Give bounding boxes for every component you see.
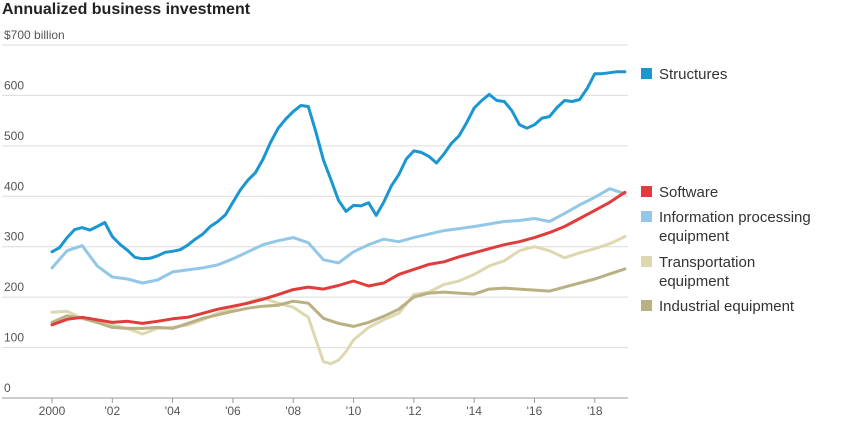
legend-swatch (641, 256, 652, 267)
x-tick-label: '14 (466, 404, 482, 418)
y-tick-label: 300 (4, 230, 24, 244)
y-tick-label: 100 (4, 331, 24, 345)
legend-swatch (641, 186, 652, 197)
x-tick-label: '08 (285, 404, 301, 418)
y-tick-label: 600 (4, 78, 24, 92)
x-tick-label: '18 (587, 404, 603, 418)
x-tick-label: '02 (104, 404, 120, 418)
legend-label: Software (659, 184, 718, 201)
y-tick-label: $700 billion (4, 28, 65, 42)
legend-label: Structures (659, 66, 727, 83)
x-tick-label: '04 (165, 404, 181, 418)
legend: Structures Software Information processing… (641, 66, 811, 315)
x-tick-label: 2000 (39, 404, 66, 418)
x-tick-label: '16 (527, 404, 543, 418)
x-tick-label: '06 (225, 404, 241, 418)
y-tick-label: 0 (4, 381, 11, 395)
legend-label: Industrial equipment (659, 298, 795, 315)
x-tick-label: '12 (406, 404, 422, 418)
legend-swatch (641, 300, 652, 311)
series-line-structures (50, 70, 627, 261)
grid-lines (2, 44, 628, 399)
series-line-software (50, 190, 627, 327)
series-line-information-processing-equipment (50, 187, 627, 285)
series-lines (50, 70, 627, 366)
legend-label: Information processing equipment (659, 209, 811, 245)
legend-swatch (641, 211, 652, 222)
x-tick-label: '10 (346, 404, 362, 418)
y-axis-ticks: 0 100 200 300 400 500 600 $700 billion (4, 28, 65, 395)
x-axis-ticks: 2000 '02 '04 '06 '08 '10 '12 '14 '16 '18 (39, 398, 603, 418)
legend-label: Transportation equipment (659, 254, 755, 290)
series-line-industrial-equipment (50, 267, 627, 330)
chart-title: Annualized business investment (2, 1, 251, 18)
series-line-transportation-equipment (50, 235, 627, 366)
y-tick-label: 400 (4, 179, 24, 193)
y-tick-label: 200 (4, 280, 24, 294)
legend-swatch (641, 68, 652, 79)
y-tick-label: 500 (4, 129, 24, 143)
